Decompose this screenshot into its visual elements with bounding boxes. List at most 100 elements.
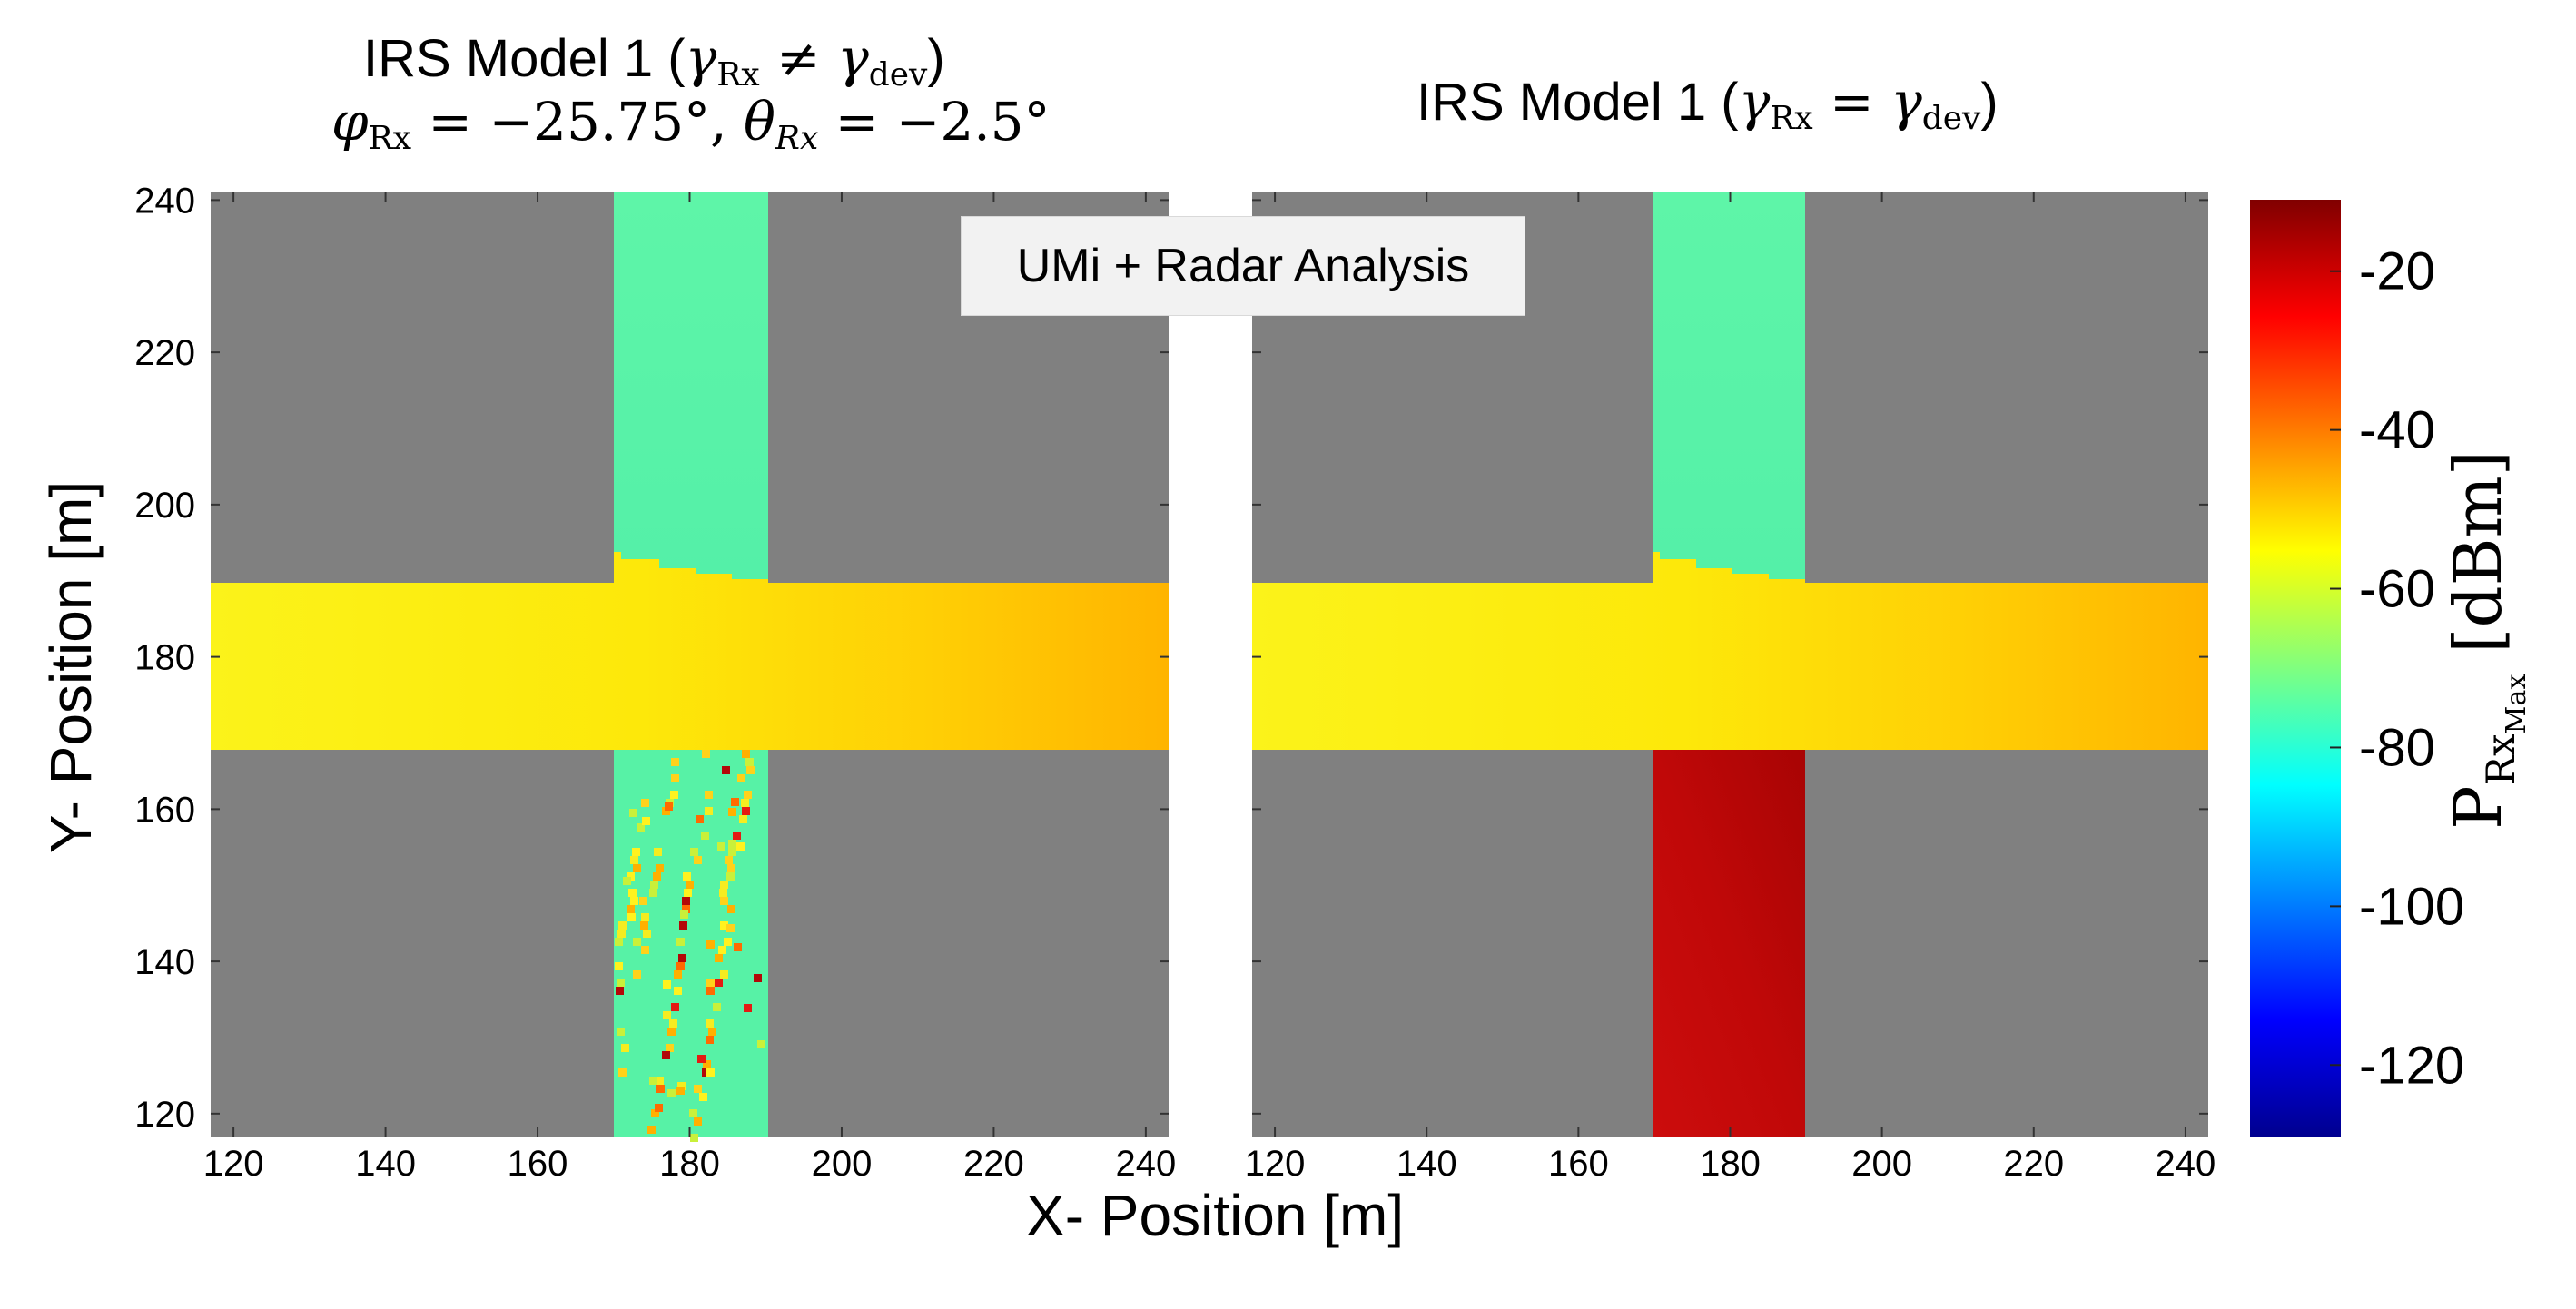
colorbar-gradient (2250, 200, 2341, 1137)
hotspot-cell (641, 946, 649, 954)
y-tick-label: 160 (134, 790, 195, 830)
hotspot-cell (639, 897, 647, 905)
hotspot-cell (754, 974, 762, 982)
hotspot-cell (746, 766, 755, 774)
hotspot-cell (741, 799, 749, 807)
hotspot-cell (676, 962, 685, 970)
hotspot-cell (632, 848, 640, 856)
hotspot-cell (656, 1085, 665, 1093)
hotspot-cell (642, 817, 650, 825)
hotspot-cell (628, 889, 637, 897)
hotspot-cell (694, 1085, 702, 1093)
hotspot-cell (618, 921, 627, 930)
colorbar-tick-label: -120 (2359, 1036, 2464, 1095)
hotspot-cell (662, 807, 670, 815)
x-tick-label: 180 (1700, 1144, 1761, 1184)
hotspot-cell (651, 1109, 659, 1117)
hotspot-cell (703, 1060, 711, 1068)
y-tick-label: 180 (134, 638, 195, 678)
hotspot-cell (737, 774, 745, 782)
colorbar-tick-label: -100 (2359, 877, 2464, 936)
hotspot-cell (674, 987, 682, 995)
hotspot-cell (722, 766, 730, 774)
hotspot-cell (656, 864, 664, 872)
hotspot-cell (674, 970, 682, 979)
hotspot-cell (682, 905, 690, 913)
hotspot-cell (656, 1077, 664, 1085)
left-chart-title-line2: φRx = −25.75°, θRx = −2.5° (331, 91, 1051, 158)
hotspot-cell (666, 1044, 674, 1052)
hotspot-cell (641, 799, 649, 807)
hotspot-cell (630, 856, 638, 864)
left-horizontal-street (211, 552, 1169, 750)
hotspot-cell (744, 791, 752, 799)
hotspot-cell (653, 872, 661, 881)
left-hotspots (615, 750, 765, 1142)
x-tick-label: 140 (355, 1144, 416, 1184)
hotspot-cell (623, 877, 631, 885)
hotspot-cell (742, 807, 750, 815)
colorbar: -20 -40 -60 -80 -100 -120 (2250, 200, 2464, 1137)
hotspot-cell (671, 1003, 679, 1011)
hotspot-cell (702, 1068, 710, 1077)
hotspot-cell (627, 913, 636, 921)
hotspot-cell (640, 921, 648, 930)
x-tick-label: 120 (1245, 1144, 1306, 1184)
hotspot-cell (637, 823, 645, 832)
hotspot-cell (699, 1093, 707, 1101)
x-tick-label: 220 (963, 1144, 1024, 1184)
x-tick-label: 120 (203, 1144, 264, 1184)
hotspot-cell (705, 807, 713, 815)
hotspot-cell (643, 930, 651, 938)
hotspot-cell (718, 946, 726, 954)
hotspot-cell (667, 1089, 676, 1097)
hotspot-cell (742, 750, 750, 758)
hotspot-cell (650, 881, 658, 889)
x-tick-label: 200 (1851, 1144, 1912, 1184)
hotspot-cell (733, 832, 741, 840)
hotspot-cell (706, 1068, 715, 1077)
hotspot-cell (757, 1040, 765, 1048)
hotspot-cell (694, 856, 702, 864)
hotspot-cell (719, 889, 727, 897)
hotspot-cell (705, 791, 713, 799)
x-tick-label: 140 (1397, 1144, 1457, 1184)
right-horizontal-street (1252, 552, 2208, 750)
y-tick-label: 200 (134, 486, 195, 526)
x-tick-label: 240 (1116, 1144, 1177, 1184)
colorbar-tick-label: -20 (2359, 242, 2435, 301)
hotspot-cell (630, 897, 638, 905)
hotspot-cell (720, 970, 728, 979)
hotspot-cell (682, 897, 690, 905)
hotspot-cell (720, 881, 728, 889)
hotspot-cell (617, 930, 626, 938)
hotspot-cell (671, 758, 679, 766)
hotspot-cell (676, 1087, 685, 1095)
y-tick-label: 220 (134, 333, 195, 373)
left-vertical-street-north (614, 192, 768, 585)
colorbar-label: PRxMax [dBm] (2439, 450, 2533, 830)
hotspot-cell (715, 954, 723, 962)
x-axis-label: X- Position [m] (1026, 1183, 1405, 1248)
hotspot-cell (680, 910, 688, 919)
right-chart-title: IRS Model 1 (γRx = γdev) (1416, 71, 1999, 138)
hotspot-cell (662, 1051, 670, 1059)
hotspot-cell (633, 938, 641, 946)
hotspot-cell (702, 750, 710, 758)
hotspot-cell (689, 1109, 697, 1117)
x-tick-label: 160 (1548, 1144, 1609, 1184)
hotspot-cell (696, 815, 704, 823)
hotspot-cell (715, 979, 723, 987)
hotspot-cell (678, 954, 686, 962)
hotspot-cell (649, 889, 657, 897)
hotspot-cell (694, 1117, 702, 1126)
x-tick-label: 240 (2156, 1144, 2216, 1184)
hotspot-cell (726, 872, 735, 881)
hotspot-cell (728, 808, 736, 816)
hotspot-cell (728, 840, 736, 848)
annotation-box: UMi + Radar Analysis (961, 216, 1525, 316)
hotspot-cell (627, 905, 635, 913)
hotspot-cell (663, 1011, 671, 1019)
right-heatmap-panel: 120 140 160 180 200 220 240 (1245, 192, 2216, 1184)
hotspot-cell (627, 872, 635, 881)
